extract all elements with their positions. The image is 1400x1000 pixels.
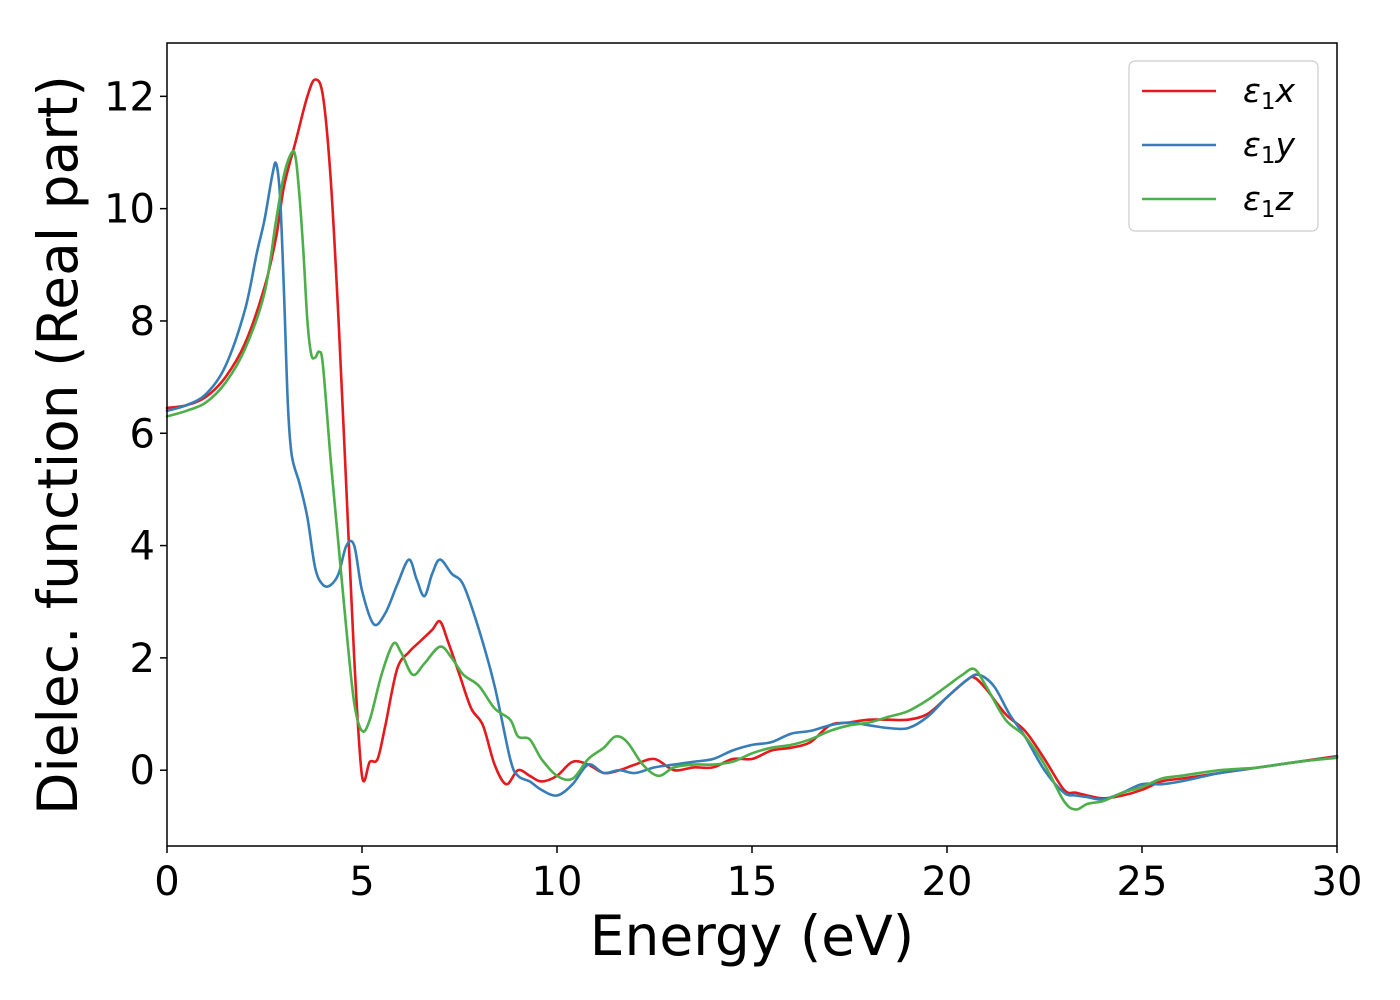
x-tick-label: 20 — [922, 859, 973, 905]
x-tick-label: 5 — [349, 859, 374, 905]
x-tick-label: 30 — [1312, 859, 1363, 905]
legend-label-y: ε1y — [1243, 125, 1295, 169]
legend: ε1x ε1y ε1z — [1128, 60, 1319, 232]
plot-frame — [166, 42, 1338, 847]
x-tick-label: 0 — [154, 859, 179, 905]
x-tick-label: 10 — [532, 859, 583, 905]
x-tick-label: 15 — [727, 859, 778, 905]
x-tick-label: 25 — [1117, 859, 1168, 905]
y-axis-title: Dielec. function (Real part) — [26, 75, 90, 815]
x-axis-ticks: 0 5 10 15 20 25 30 — [154, 846, 1362, 905]
y-tick-label: 6 — [130, 411, 155, 457]
y-tick-label: 8 — [130, 299, 155, 345]
series-lines — [165, 78, 1339, 811]
y-tick-label: 4 — [130, 524, 155, 570]
y-tick-label: 0 — [130, 748, 155, 794]
legend-box — [1128, 60, 1319, 232]
series-line-z — [165, 149, 1339, 811]
legend-label-z: ε1z — [1243, 179, 1293, 223]
y-tick-label: 10 — [104, 187, 155, 233]
x-axis-title: Energy (eV) — [590, 904, 914, 968]
y-tick-label: 12 — [104, 74, 155, 120]
series-line-x — [165, 78, 1339, 800]
series-line-y — [165, 161, 1339, 801]
legend-label-x: ε1x — [1243, 71, 1295, 115]
y-tick-label: 2 — [130, 636, 155, 682]
y-axis-ticks: 0 2 4 6 8 10 12 — [104, 74, 167, 794]
